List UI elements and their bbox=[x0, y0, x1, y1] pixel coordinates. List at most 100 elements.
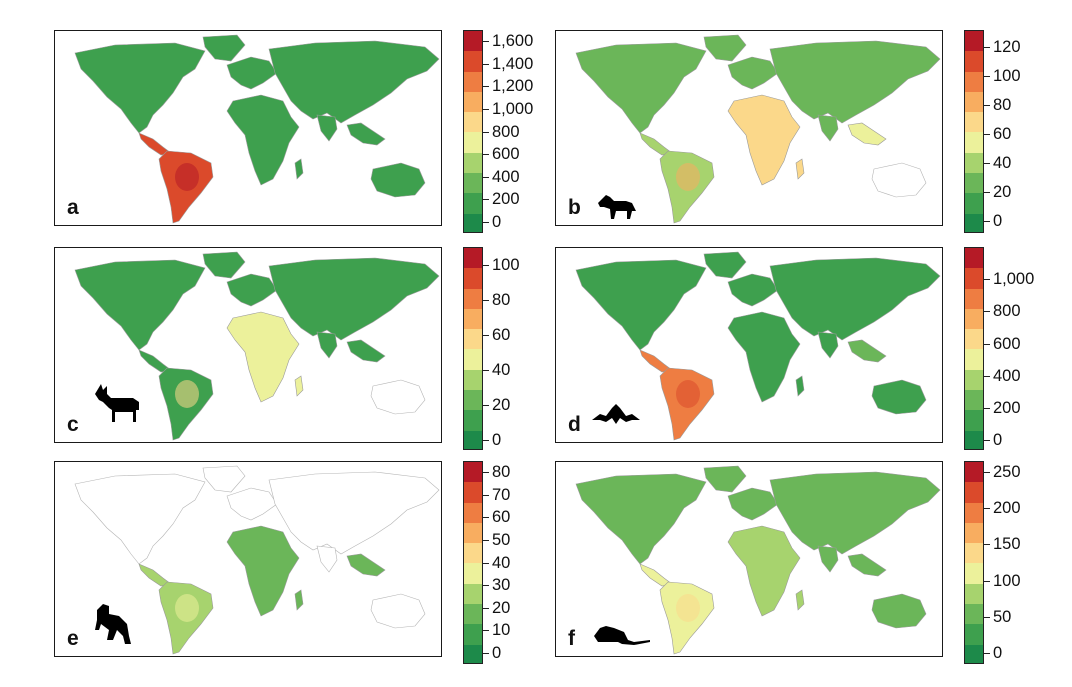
region-northamerica bbox=[575, 473, 707, 565]
region-india bbox=[817, 331, 839, 359]
panel-letter: f bbox=[568, 627, 575, 650]
region-asia bbox=[769, 257, 941, 341]
colorbar-tick-label: 80 bbox=[993, 96, 1012, 115]
region-madagascar bbox=[294, 589, 304, 611]
region-madagascar bbox=[795, 375, 805, 397]
region-seasia bbox=[346, 339, 386, 363]
colorbar-d bbox=[964, 247, 984, 450]
colorbar-tick-label: 20 bbox=[993, 183, 1012, 202]
colorbar-tick-label: 50 bbox=[492, 530, 511, 549]
colorbar-tick bbox=[984, 343, 990, 345]
world-map bbox=[74, 465, 440, 655]
colorbar-tick-label: 0 bbox=[993, 644, 1003, 663]
region-madagascar bbox=[795, 158, 805, 180]
colorbar-tick bbox=[483, 439, 489, 441]
colorbar-tick-label: 60 bbox=[492, 508, 511, 527]
colorbar-tick bbox=[483, 369, 489, 371]
panel-letter: a bbox=[67, 196, 79, 219]
carnivore-silhouette-icon bbox=[598, 195, 636, 219]
region-australia bbox=[370, 593, 426, 629]
map-frame: c bbox=[54, 247, 442, 443]
hotspot-marker bbox=[175, 594, 199, 622]
colorbar-tick bbox=[984, 76, 990, 78]
colorbar-tick-label: 1,000 bbox=[993, 270, 1035, 289]
map-panel-c: c bbox=[54, 247, 442, 443]
colorbar-tick bbox=[483, 630, 489, 632]
region-europe bbox=[727, 56, 779, 90]
colorbar-tick-label: 70 bbox=[492, 485, 511, 504]
colorbar-tick bbox=[984, 616, 990, 618]
caption-fragment bbox=[0, 667, 1072, 687]
region-northamerica bbox=[575, 259, 707, 351]
region-africa bbox=[226, 525, 300, 617]
colorbar-c bbox=[463, 247, 483, 450]
colorbar-tick-label: 0 bbox=[993, 212, 1003, 231]
colorbar-tick bbox=[483, 539, 489, 541]
colorbar-a bbox=[463, 30, 483, 233]
colorbar-tick-label: 30 bbox=[492, 576, 511, 595]
region-australia bbox=[871, 593, 927, 629]
colorbar-tick bbox=[483, 494, 489, 496]
region-greenland bbox=[202, 34, 246, 62]
colorbar-tick-label: 100 bbox=[993, 571, 1021, 590]
colorbar-tick-label: 40 bbox=[492, 360, 511, 379]
colorbar-tick bbox=[483, 131, 489, 133]
colorbar-tick-label: 60 bbox=[993, 125, 1012, 144]
colorbar-tick-label: 1,600 bbox=[492, 32, 534, 51]
colorbar-tick bbox=[984, 440, 990, 442]
region-greenland bbox=[202, 251, 246, 279]
colorbar-tick bbox=[483, 108, 489, 110]
region-africa bbox=[727, 311, 801, 403]
colorbar-tick bbox=[483, 41, 489, 43]
colorbar-tick bbox=[483, 585, 489, 587]
region-australia bbox=[370, 379, 426, 415]
ungulate-silhouette-icon bbox=[95, 384, 139, 422]
colorbar-tick bbox=[483, 63, 489, 65]
colorbar-tick-label: 1,400 bbox=[492, 54, 534, 73]
colorbar-tick bbox=[984, 279, 990, 281]
region-india bbox=[316, 331, 338, 359]
region-australia bbox=[370, 162, 426, 198]
colorbar-tick-label: 1,000 bbox=[492, 99, 534, 118]
region-india bbox=[817, 114, 839, 142]
colorbar-b bbox=[964, 30, 984, 233]
map-frame: a bbox=[54, 30, 442, 226]
hotspot-marker bbox=[175, 380, 199, 408]
colorbar-tick bbox=[984, 221, 990, 223]
colorbar-tick-label: 250 bbox=[993, 462, 1021, 481]
colorbar-tick-label: 0 bbox=[492, 430, 502, 449]
colorbar-tick bbox=[984, 544, 990, 546]
colorbar-tick-label: 100 bbox=[993, 67, 1021, 86]
region-madagascar bbox=[294, 375, 304, 397]
region-seasia bbox=[346, 122, 386, 146]
region-northamerica bbox=[74, 42, 206, 134]
colorbar-tick-label: 60 bbox=[492, 325, 511, 344]
colorbar-tick bbox=[483, 86, 489, 88]
colorbar-tick bbox=[483, 221, 489, 223]
colorbar-tick bbox=[483, 652, 489, 654]
colorbar-tick-label: 50 bbox=[993, 607, 1012, 626]
region-greenland bbox=[703, 251, 747, 279]
colorbar-tick bbox=[483, 334, 489, 336]
colorbar-tick bbox=[984, 408, 990, 410]
map-panel-e: e bbox=[54, 461, 442, 657]
region-asia bbox=[268, 40, 440, 124]
region-europe bbox=[226, 273, 278, 307]
colorbar-tick-label: 200 bbox=[993, 399, 1021, 418]
colorbar-tick-label: 0 bbox=[993, 431, 1003, 450]
colorbar-tick bbox=[984, 508, 990, 510]
colorbar-tick-label: 40 bbox=[993, 154, 1012, 173]
region-northamerica bbox=[575, 42, 707, 134]
region-europe bbox=[226, 56, 278, 90]
region-africa bbox=[226, 94, 300, 186]
panel-letter: e bbox=[67, 627, 79, 650]
world-map bbox=[575, 465, 941, 655]
region-greenland bbox=[703, 465, 747, 493]
world-map bbox=[74, 251, 440, 441]
colorbar-tick bbox=[483, 199, 489, 201]
colorbar-f bbox=[964, 461, 984, 664]
colorbar-tick bbox=[483, 562, 489, 564]
region-northamerica bbox=[74, 473, 206, 565]
colorbar-tick-label: 150 bbox=[993, 535, 1021, 554]
region-india bbox=[817, 545, 839, 573]
